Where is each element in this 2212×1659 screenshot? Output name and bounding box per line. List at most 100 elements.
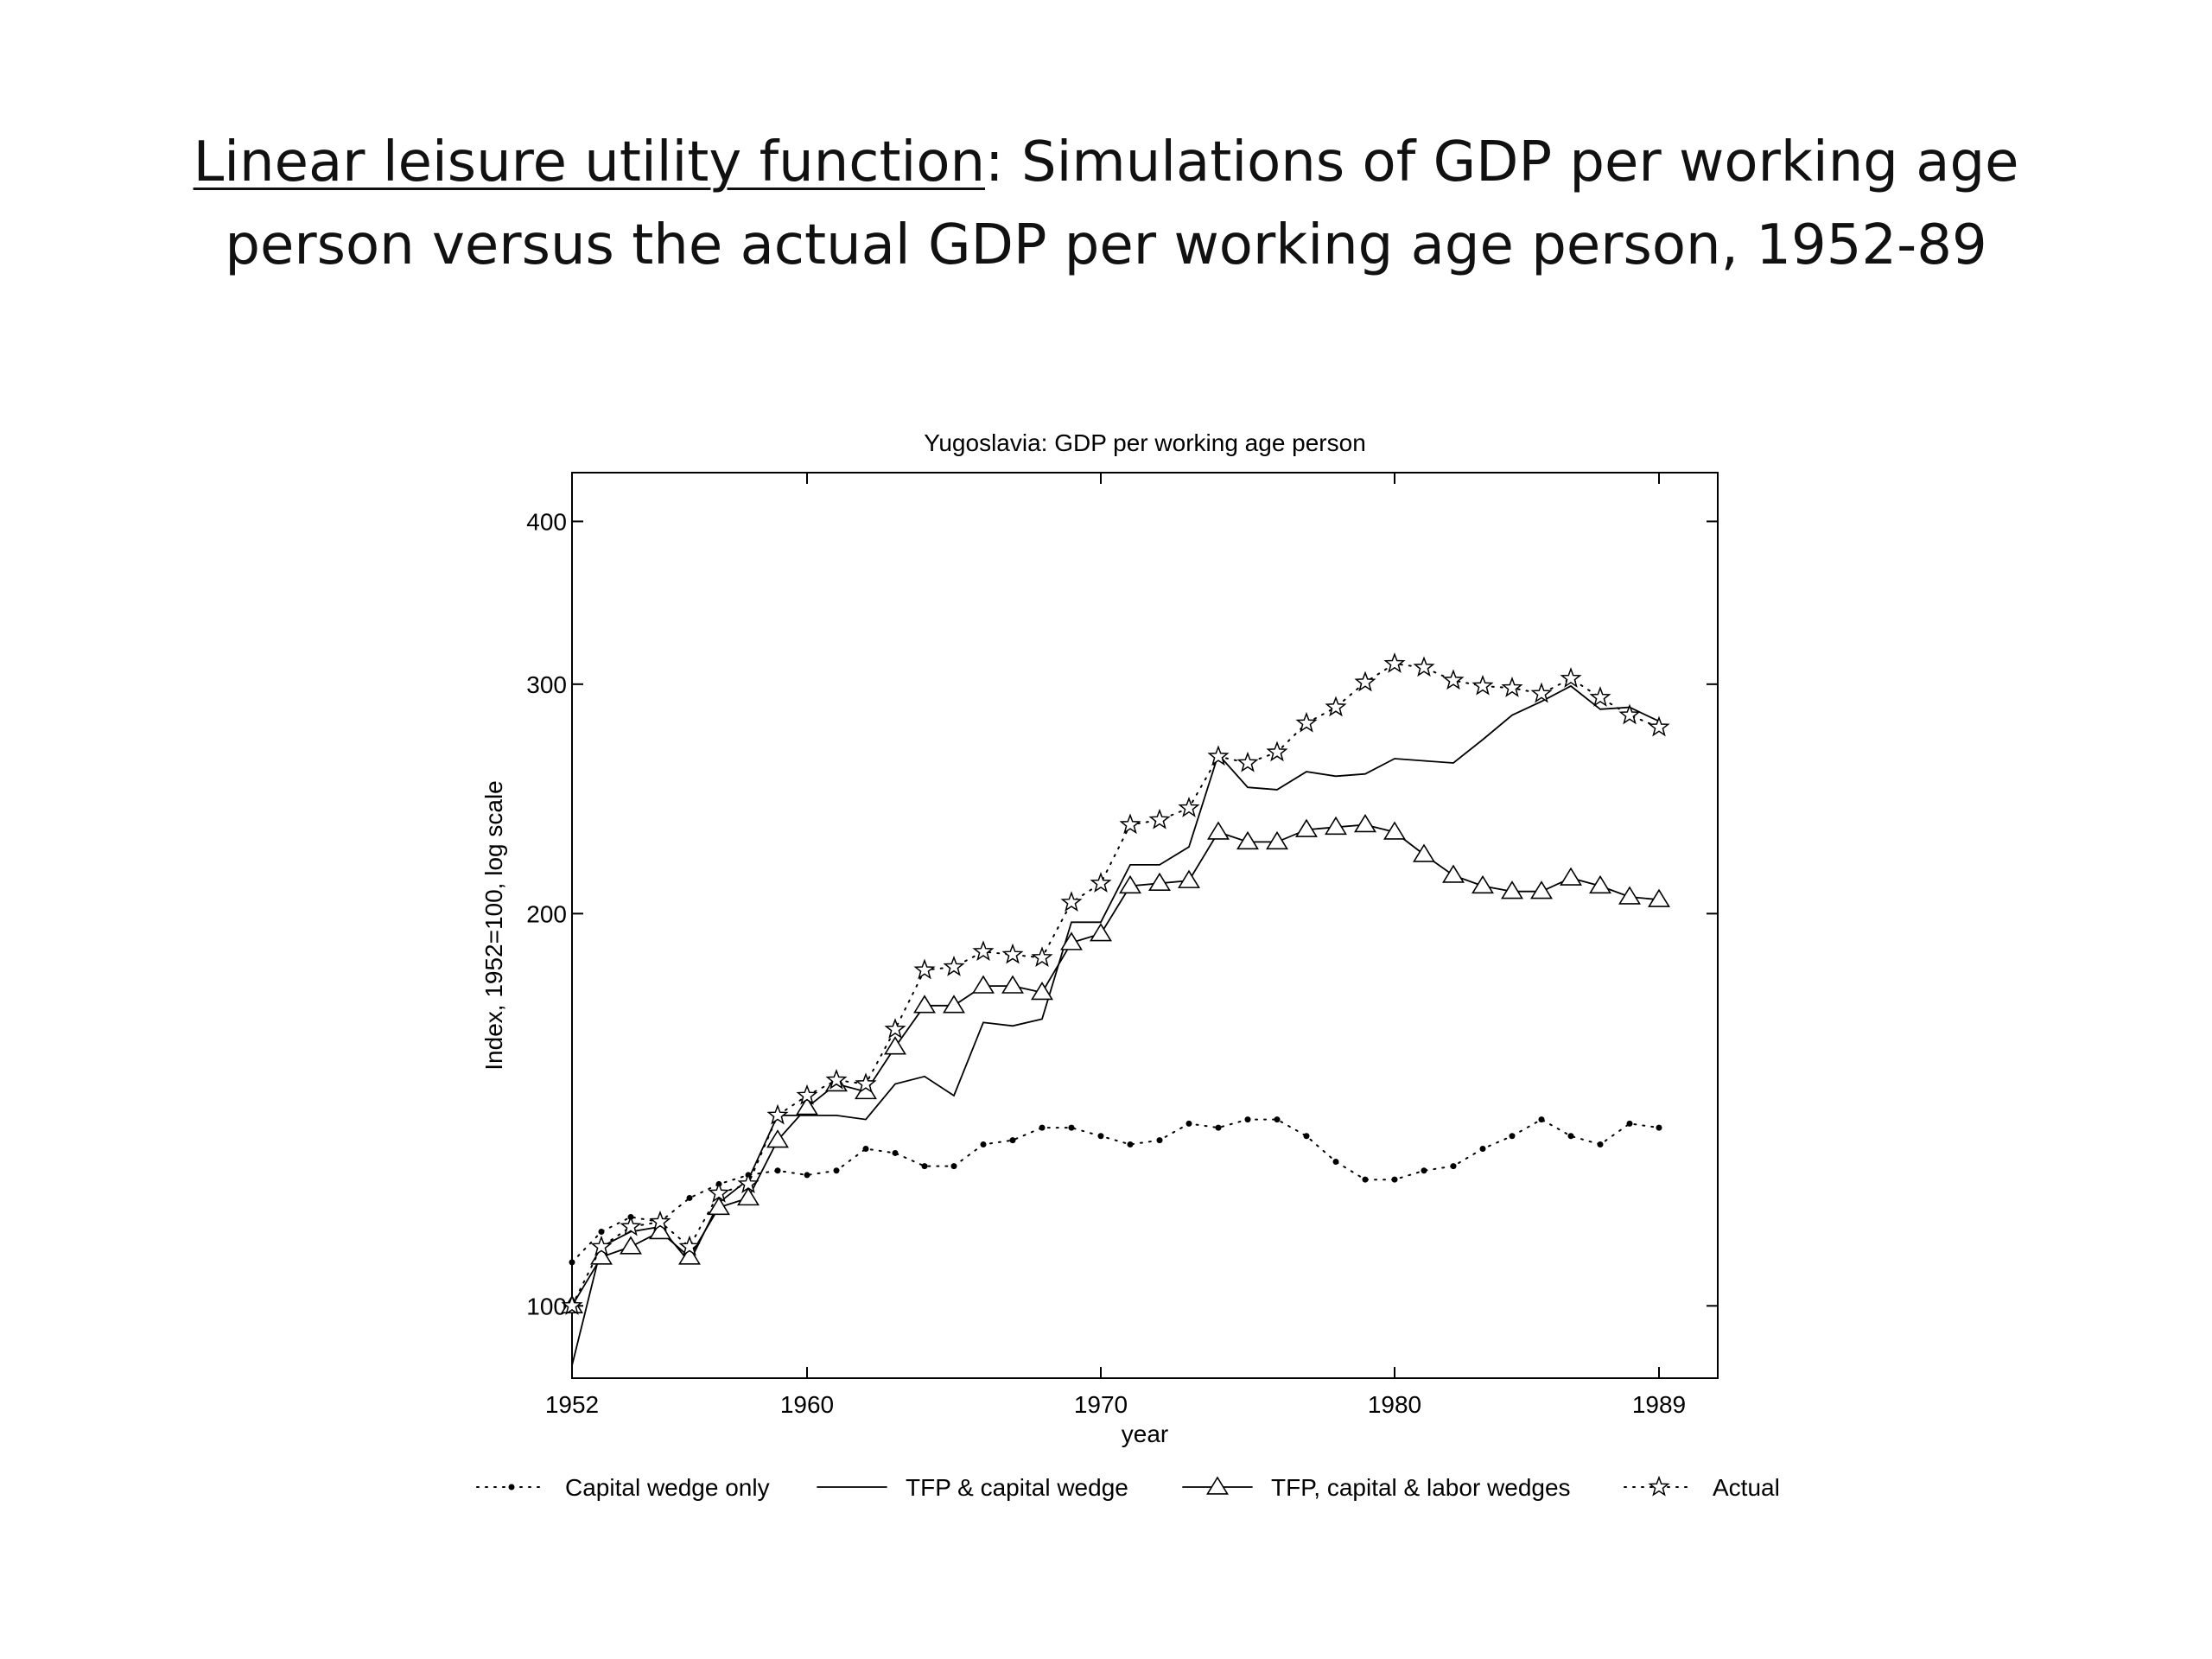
series-capital-wedge-only-point [1450, 1163, 1457, 1170]
series-tfp-capital-labor-wedges-point [737, 1186, 760, 1206]
series-actual-point [1031, 946, 1053, 968]
series-tfp-capital-labor-wedges-point [1501, 880, 1523, 899]
series-tfp-capital-labor-wedges-point [1119, 874, 1141, 894]
legend: Capital wedge only TFP & capital wedge TFP… [476, 1474, 1780, 1501]
series-capital-wedge-only-point [774, 1167, 781, 1174]
series-tfp-capital-labor-wedges-line [571, 823, 1660, 1307]
series-tfp-capital-labor-wedges-point [1266, 830, 1288, 850]
series-capital-wedge-only-point [1127, 1141, 1134, 1148]
series-capital-wedge-only-point [1244, 1116, 1251, 1123]
series-tfp-capital-labor-wedges-point [708, 1196, 730, 1216]
series-actual-point [1383, 652, 1406, 673]
series-capital-wedge-only-point [1421, 1167, 1427, 1174]
series-tfp-capital-labor-wedges-point [1031, 982, 1053, 1001]
series-capital-wedge-only-point [1567, 1133, 1574, 1140]
series-actual-point [766, 1103, 789, 1125]
series-actual-point [737, 1173, 760, 1194]
series-capital-wedge-only-point [1626, 1120, 1633, 1127]
series-tfp-capital-labor-wedges-point [1060, 931, 1083, 950]
legend-item-capital-wedge-only-label: Capital wedge only [565, 1474, 770, 1501]
series-tfp-capital-labor-wedges-point [1090, 923, 1112, 942]
legend-item-tfp-capital-labor-wedges-point [1206, 1476, 1229, 1495]
x-tick-label: 1980 [1368, 1391, 1421, 1418]
series-capital-wedge-only-point [569, 1259, 575, 1266]
series-actual-point [1648, 715, 1670, 737]
series-actual-point [708, 1181, 730, 1203]
x-tick-label: 1970 [1074, 1391, 1128, 1418]
series-actual-point [1501, 677, 1523, 697]
series-actual-point [913, 958, 936, 980]
series-actual-point [678, 1235, 701, 1256]
series-actual-point [825, 1068, 848, 1090]
series-tfp-capital-labor-wedges [561, 814, 1670, 1314]
series-actual-point [590, 1235, 613, 1256]
legend-item-tfp-capital-wedge-label: TFP & capital wedge [906, 1474, 1128, 1501]
x-axis-label: year [1122, 1421, 1168, 1447]
series-actual-point [1413, 656, 1435, 677]
y-tick-label: 400 [526, 508, 567, 535]
series-capital-wedge-only-point [980, 1141, 987, 1148]
series-capital-wedge-only-point [1068, 1124, 1075, 1131]
series-actual-point [884, 1018, 906, 1039]
series-tfp-capital-wedge [571, 684, 1660, 1367]
series-capital-wedge-only-point [1009, 1137, 1016, 1144]
series-capital-wedge-only-point [892, 1149, 899, 1156]
y-tick-label: 100 [526, 1293, 567, 1319]
series-tfp-capital-labor-wedges-point [590, 1246, 613, 1265]
series-tfp-capital-labor-wedges-point [1648, 888, 1670, 907]
series-actual-point [1618, 703, 1641, 725]
series-actual-point [561, 1294, 583, 1315]
series-actual-point [1001, 943, 1024, 964]
series-actual-point [1560, 667, 1582, 688]
series-tfp-capital-labor-wedges-point [796, 1096, 818, 1116]
series-tfp-capital-labor-wedges-point [1001, 975, 1024, 994]
series-actual-point [1442, 669, 1465, 690]
series-capital-wedge-only-point [1303, 1133, 1310, 1140]
series-actual-point [1530, 682, 1553, 703]
series-capital-wedge-only-point [804, 1172, 810, 1179]
series-tfp-capital-labor-wedges-point [1383, 821, 1406, 840]
legend-item-capital-wedge-only: Capital wedge only [476, 1474, 770, 1501]
series-tfp-capital-labor-wedges-point [1236, 830, 1259, 850]
series-actual-line [571, 663, 1660, 1307]
series-tfp-capital-labor-wedges-point [1354, 814, 1376, 833]
series-layer [561, 652, 1670, 1367]
series-tfp-capital-labor-wedges-point [1207, 821, 1230, 840]
series-actual-point [1325, 696, 1347, 717]
series-tfp-capital-labor-wedges-point [1178, 869, 1200, 888]
series-capital-wedge-only-point [1656, 1124, 1662, 1131]
series-tfp-capital-labor-wedges-point [1471, 874, 1494, 894]
slide-title-underlined: Linear leisure utility function [193, 130, 986, 194]
series-actual-point [649, 1210, 671, 1231]
series-capital-wedge-only-point [950, 1163, 957, 1170]
series-actual-point [1178, 797, 1200, 817]
x-tick-label: 1952 [545, 1391, 599, 1418]
series-capital-wedge-only-point [1039, 1124, 1046, 1131]
series-tfp-capital-labor-wedges-point [620, 1236, 642, 1255]
series-capital-wedge-only-point [1156, 1137, 1163, 1144]
series-actual-point [1148, 808, 1171, 830]
series-tfp-capital-labor-wedges-point [678, 1246, 701, 1265]
plot-area: 1952 1960 1970 1980 1989 100 200 300 400 [526, 472, 1719, 1418]
series-tfp-capital-labor-wedges-point [1413, 843, 1435, 862]
chart-title: Yugoslavia: GDP per working age person [924, 429, 1366, 456]
series-tfp-capital-labor-wedges-point [1148, 872, 1171, 892]
slide-title-line-2: person versus the actual GDP per working… [225, 213, 1987, 277]
legend-item-tfp-capital-labor-wedges: TFP, capital & labor wedges [1182, 1474, 1571, 1501]
series-actual-point [1119, 813, 1141, 835]
series-tfp-capital-labor-wedges-point [649, 1220, 671, 1240]
series-capital-wedge-only-point [1274, 1116, 1281, 1123]
series-capital-wedge-only-line [571, 1118, 1660, 1263]
series-actual-point [972, 940, 995, 962]
x-tick-label: 1989 [1632, 1391, 1686, 1418]
series-tfp-capital-labor-wedges-point [1295, 818, 1318, 837]
series-actual-point [1060, 891, 1083, 912]
legend-item-actual: Actual [1624, 1474, 1780, 1501]
plot-frame [571, 472, 1719, 1379]
series-actual-point [796, 1084, 818, 1105]
series-tfp-capital-labor-wedges-point [884, 1036, 906, 1055]
series-actual-point [1295, 711, 1318, 733]
series-actual-point [1589, 686, 1611, 707]
series-capital-wedge-only-point [1597, 1141, 1604, 1148]
